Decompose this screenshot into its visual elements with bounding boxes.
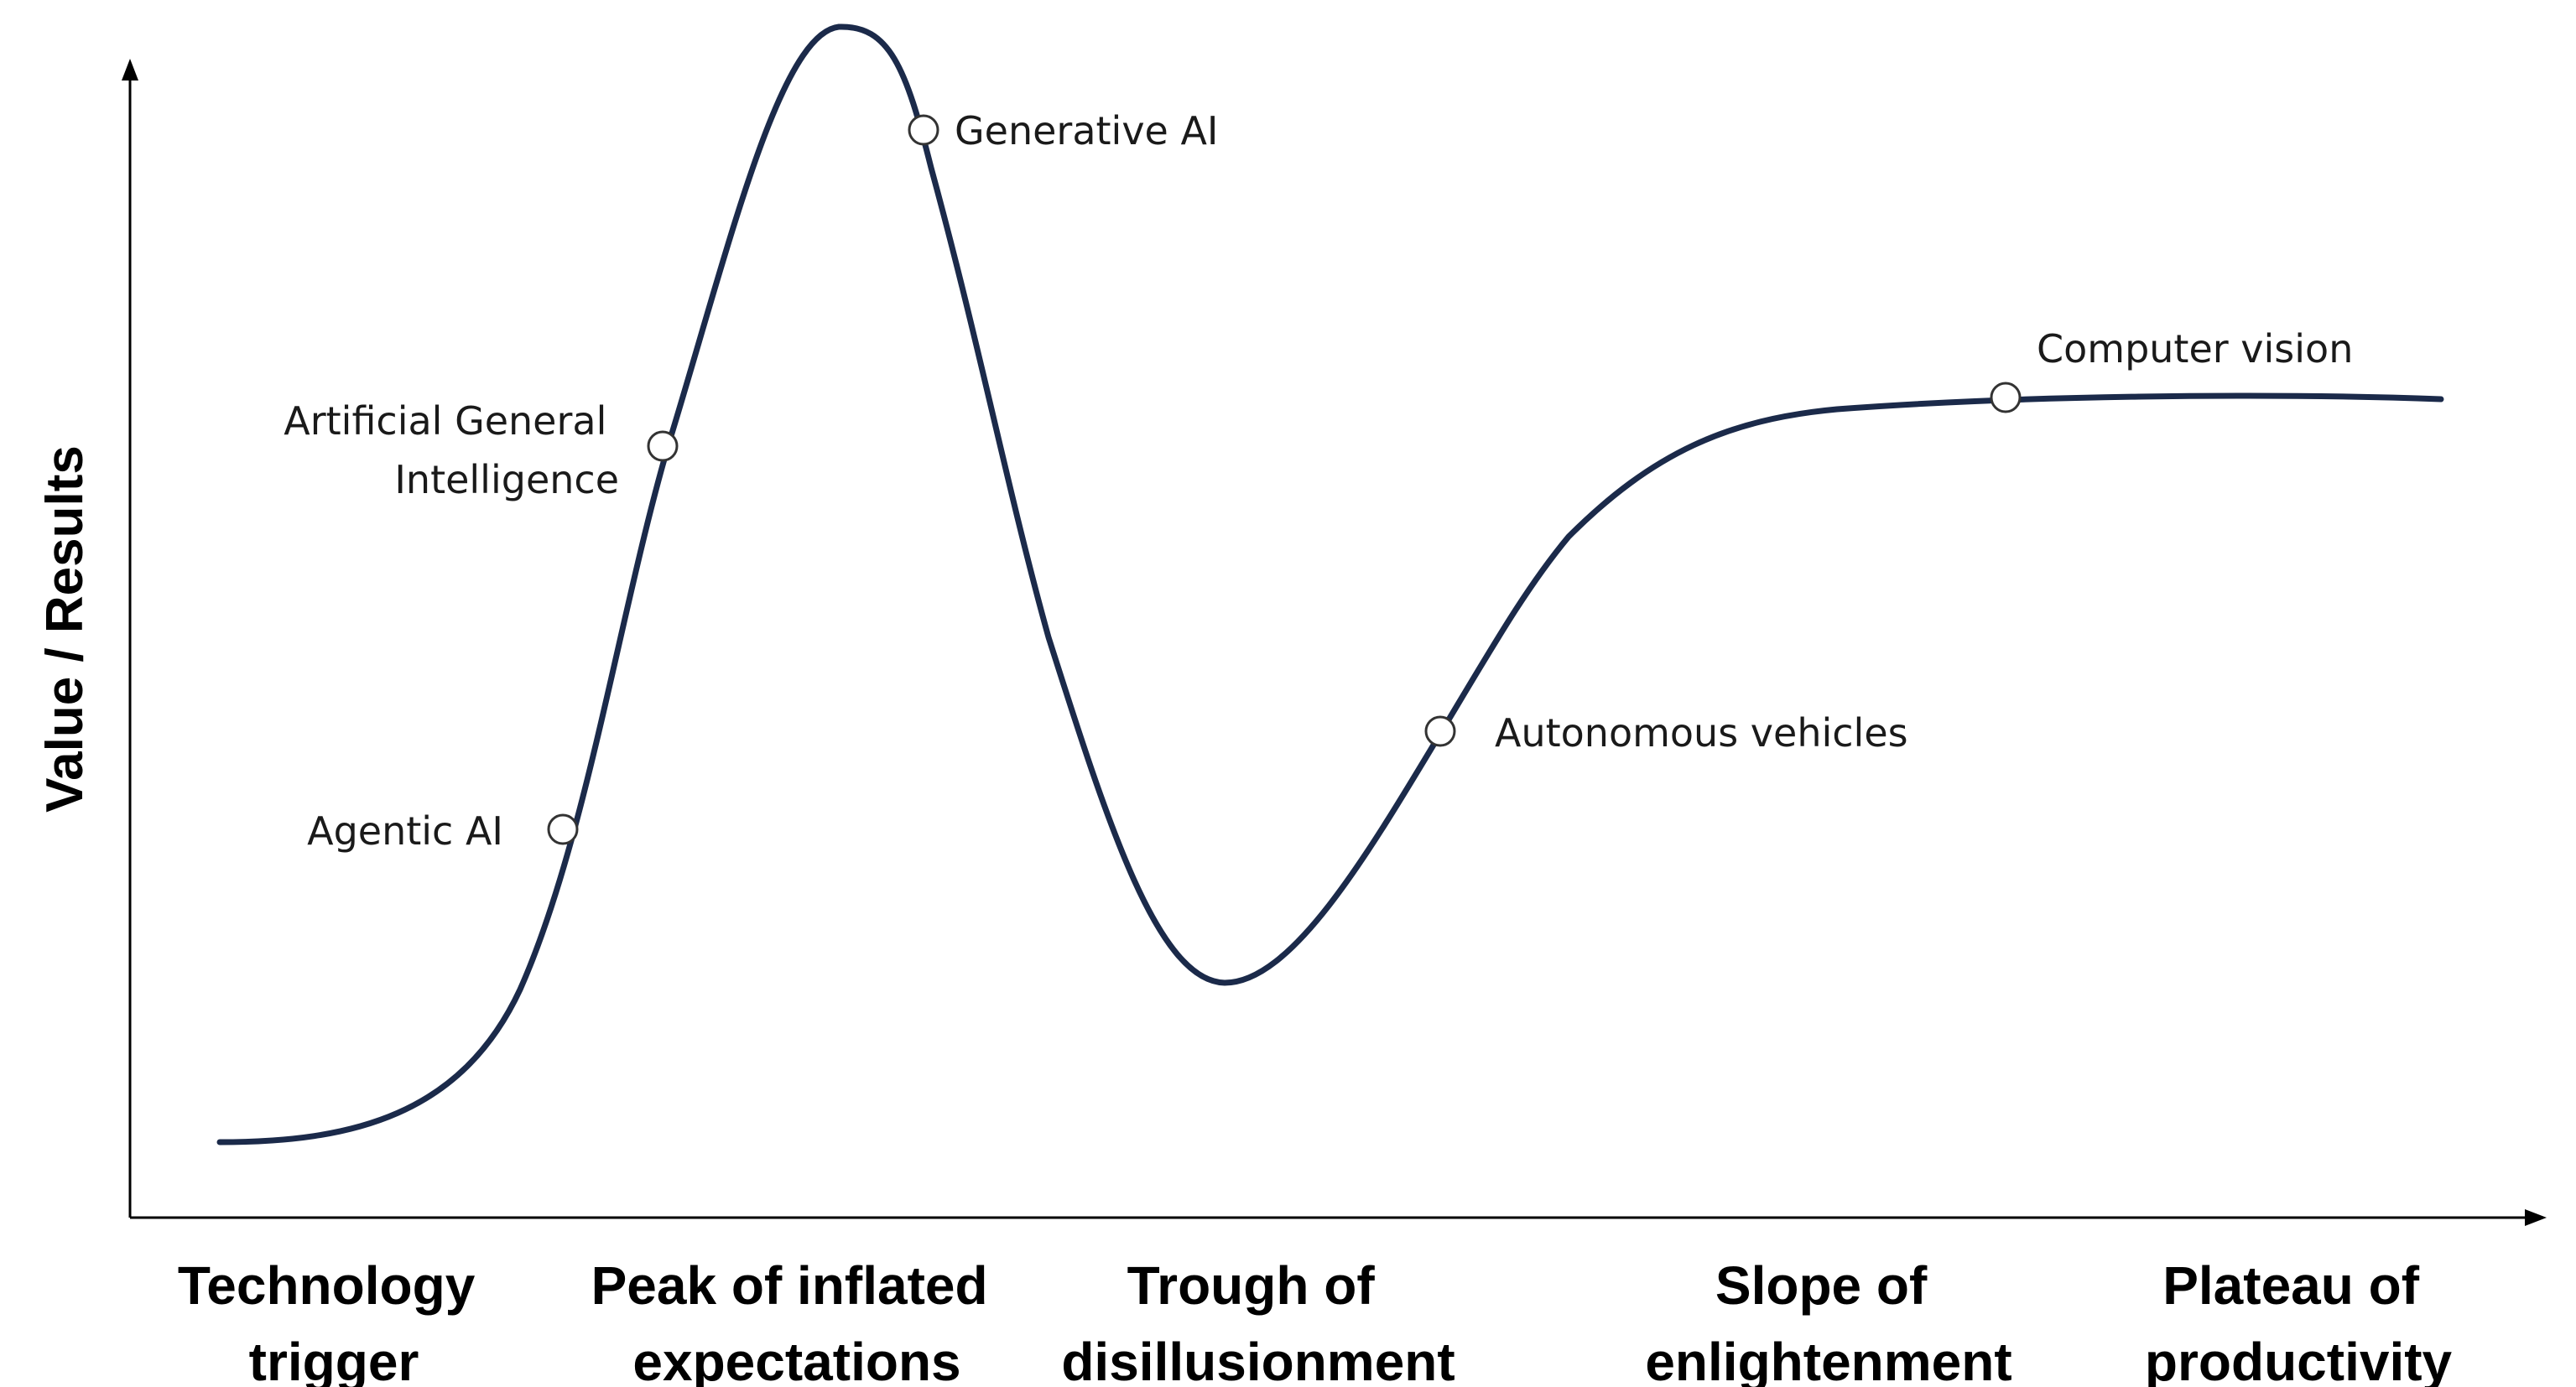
generative-ai-label: Generative AI	[955, 108, 1219, 153]
generative-ai-marker	[908, 114, 939, 146]
phase-trough-of-disillusionment: Trough of disillusionment	[1061, 1255, 1455, 1387]
computer-vision-label: Computer vision	[2037, 326, 2353, 371]
autonomous-vehicles-marker	[1424, 715, 1456, 747]
x-axis-arrow-icon	[2525, 1209, 2547, 1226]
y-axis-title: Value / Results	[36, 445, 94, 813]
hype-curve	[216, 23, 2444, 1145]
artificial-general-intelligence-marker	[647, 430, 679, 462]
agentic-ai-label: Agentic AI	[307, 808, 503, 854]
phase-technology-trigger: Technology trigger	[178, 1255, 490, 1387]
agentic-ai-marker	[547, 813, 579, 845]
y-axis-arrow-icon	[122, 59, 138, 81]
phase-plateau-of-productivity: Plateau of productivity	[2145, 1255, 2453, 1387]
autonomous-vehicles-label: Autonomous vehicles	[1495, 710, 1908, 756]
point-markers	[547, 114, 2022, 845]
artificial-general-intelligence-label: Artificial General Intelligence	[284, 398, 619, 502]
computer-vision-marker	[1990, 382, 2022, 413]
phase-peak-of-inflated-expectations: Peak of inflated expectations	[591, 1255, 1003, 1387]
phase-slope-of-enlightenment: Slope of enlightenment	[1645, 1255, 2011, 1387]
